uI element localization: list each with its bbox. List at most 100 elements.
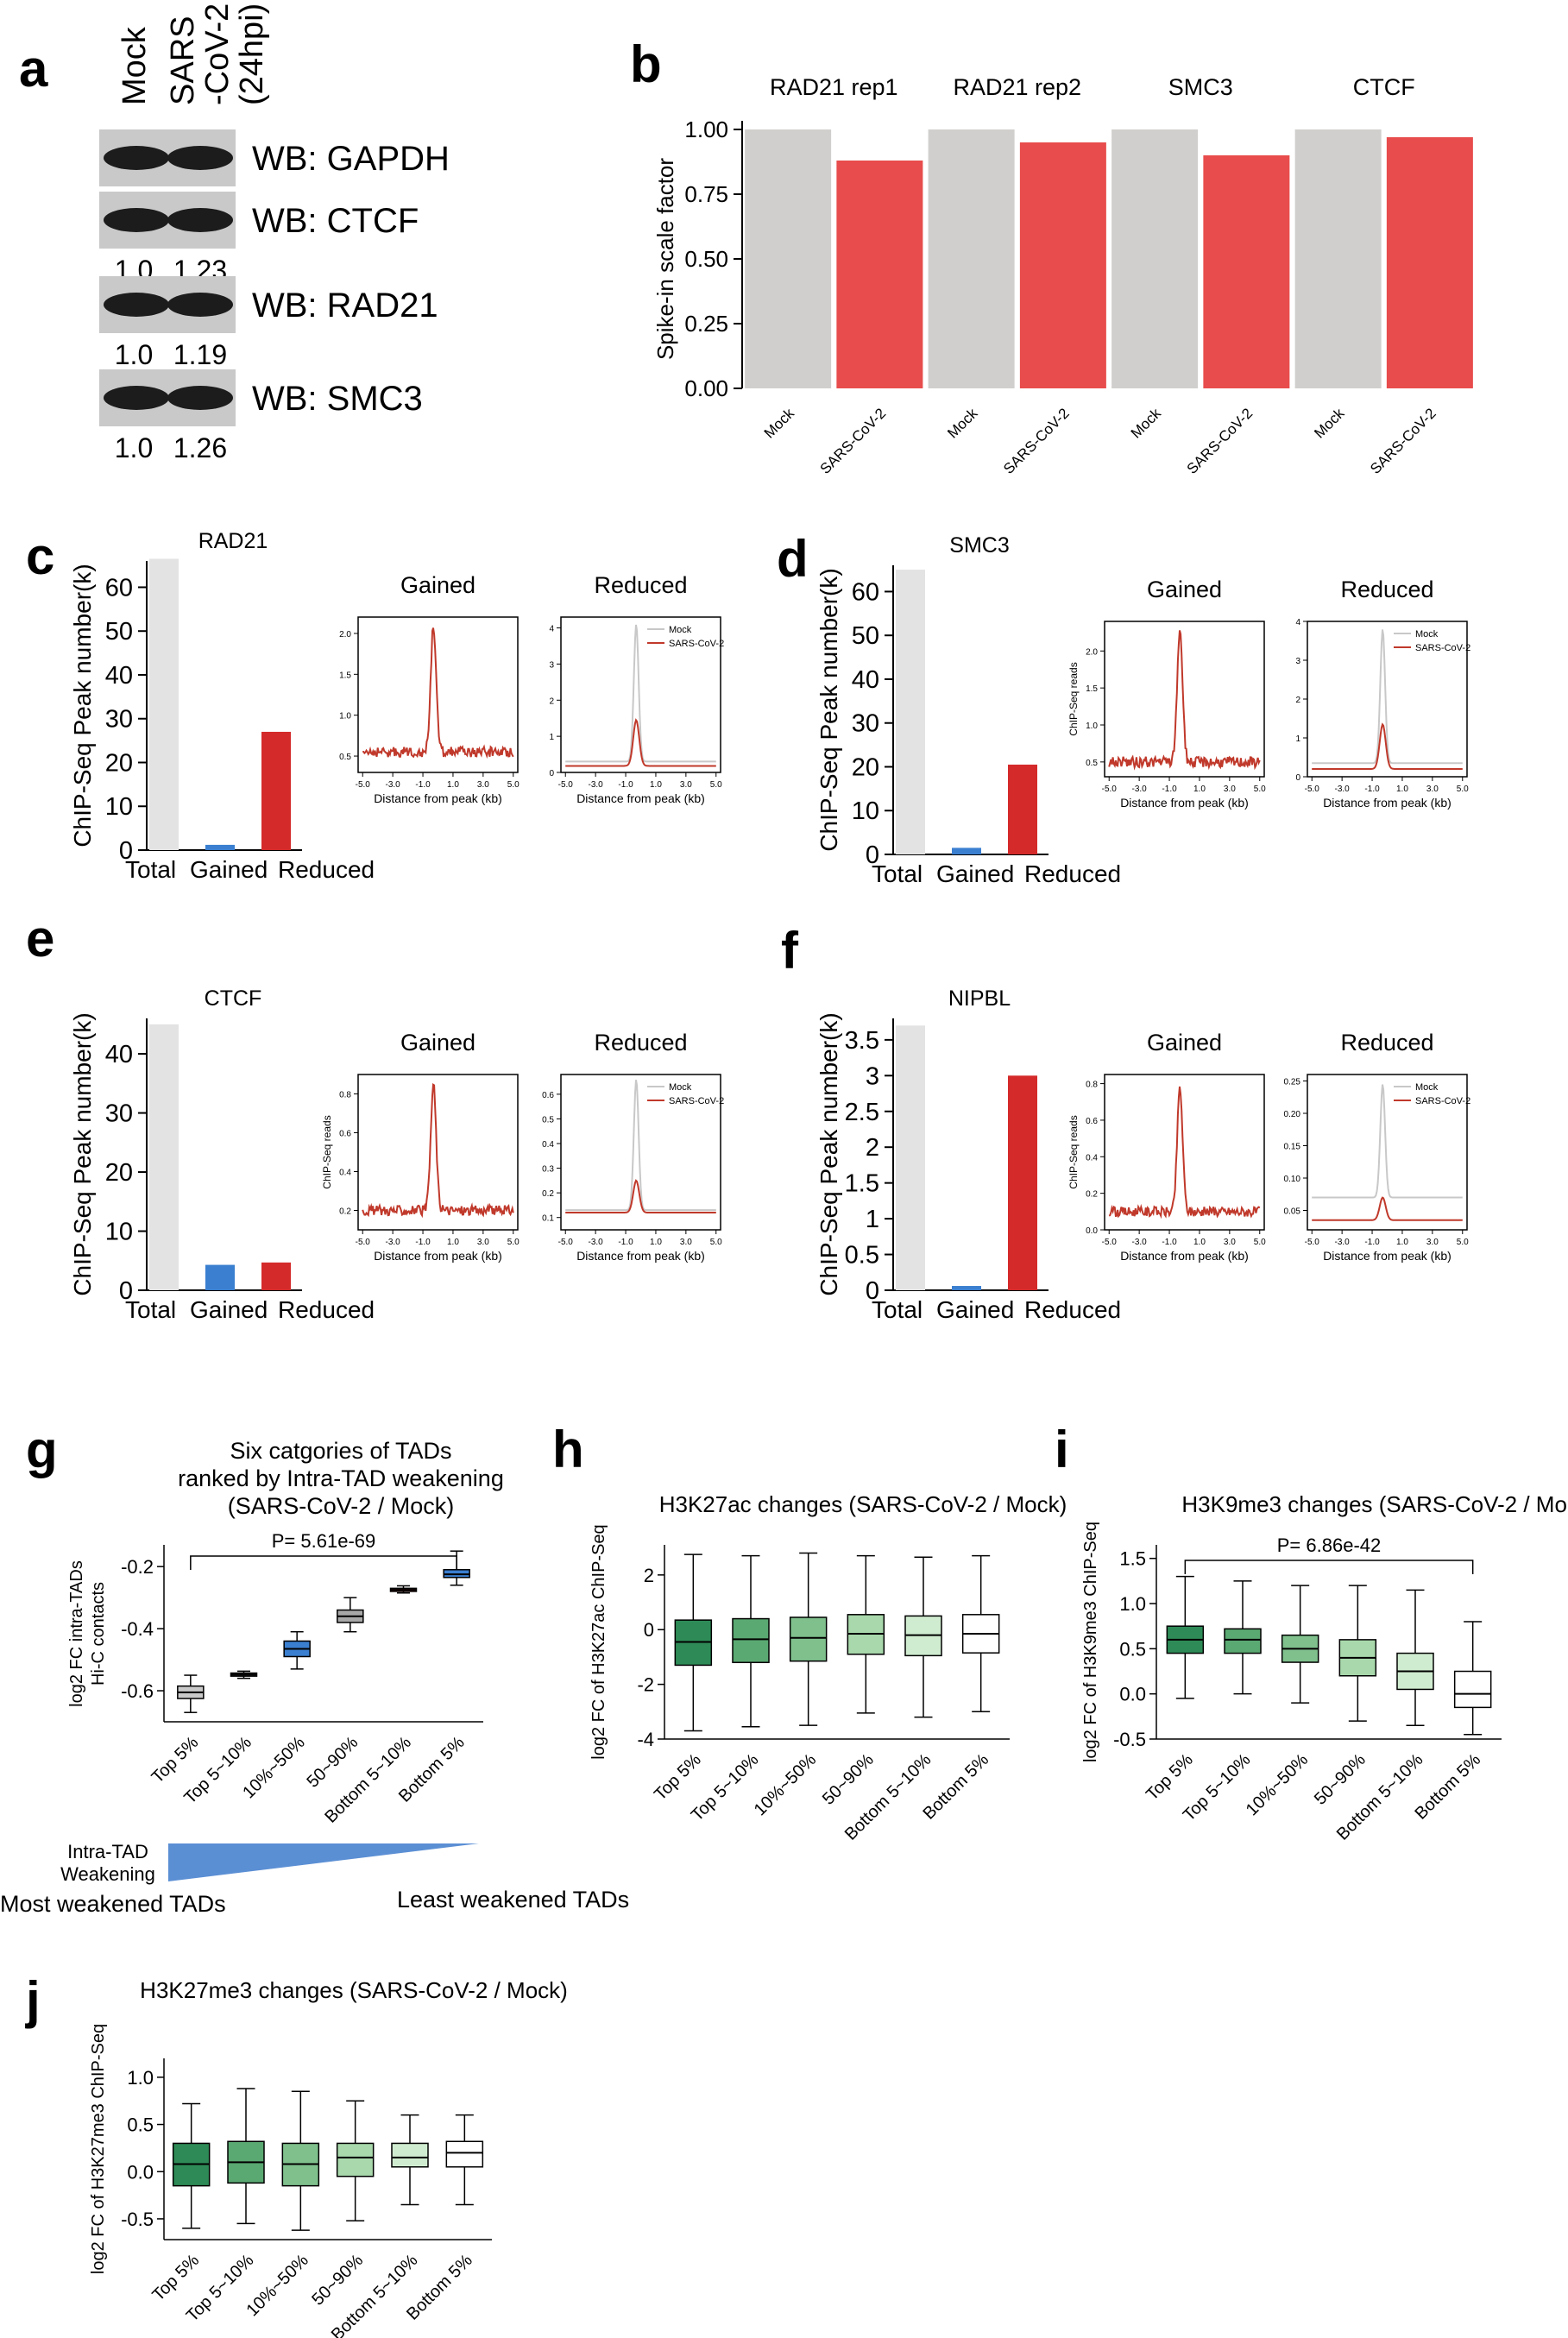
bar <box>261 731 291 850</box>
x-tick-label: 5.0 <box>1254 785 1266 794</box>
bar <box>1386 137 1473 388</box>
p-value: P= 5.61e-69 <box>272 1530 375 1552</box>
panel-e-ctcf: CTCF 0 10 20 30 40 ChIP-Seq Peak number(k) Tota… <box>69 986 724 1323</box>
x-tick-label: 3.0 <box>1224 785 1236 794</box>
y-tick-label: 0.6 <box>339 1130 351 1139</box>
y-axis-label-line: log2 FC intra-TADs <box>67 1560 86 1707</box>
column-label-line: (24hpi) <box>234 3 270 105</box>
blot-name: WB: SMC3 <box>252 380 423 418</box>
y-tick-label: 10 <box>852 797 879 825</box>
x-tick-label: 1.0 <box>1193 1238 1206 1247</box>
x-tick-label: Top 5% <box>148 2251 203 2305</box>
x-tick-label: -3.0 <box>1335 1238 1351 1247</box>
y-tick-label: 1.0 <box>1086 722 1098 731</box>
y-tick-label: 1.5 <box>1119 1548 1146 1570</box>
x-tick-label: -5.0 <box>558 1238 574 1247</box>
y-tick-label: 0.10 <box>1284 1175 1301 1184</box>
y-axis-label: ChIP-Seq Peak number(k) <box>69 1012 96 1295</box>
group-label: SMC3 <box>1168 74 1233 100</box>
panel-a-western-blots: Mock SARS -CoV-2 (24hpi) WB: GAPDH WB: CT… <box>99 3 450 463</box>
bar <box>205 844 235 850</box>
significance-bracket <box>190 1555 457 1570</box>
plot-title: H3K27me3 changes (SARS-CoV-2 / Mock) <box>140 1977 568 2003</box>
x-tick-label: 1.0 <box>1396 785 1408 794</box>
bar <box>1019 142 1106 388</box>
title-line: Six catgories of TADs <box>230 1438 451 1464</box>
y-tick-label: 0.15 <box>1284 1143 1301 1152</box>
y-tick-label: 60 <box>852 578 879 606</box>
y-tick-label: 1.5 <box>845 1170 879 1198</box>
y-tick-label: -0.5 <box>1113 1729 1146 1750</box>
y-tick-label: 0 <box>866 1277 879 1305</box>
column-label-line: SARS <box>165 16 201 105</box>
x-tick-label: 5.0 <box>507 1238 520 1247</box>
blot-band-mock <box>104 386 169 410</box>
y-tick-label: 40 <box>105 1041 133 1068</box>
blot-quant-sars: 1.19 <box>173 339 227 370</box>
profile-line-sars <box>362 627 514 759</box>
y-axis-label: ChIP-Seq reads <box>1067 662 1080 735</box>
y-tick-label: 1.0 <box>1119 1593 1146 1615</box>
y-tick-label: 0.25 <box>1284 1078 1301 1087</box>
y-axis-label-line: Hi-C contacts <box>89 1582 108 1686</box>
x-tick-label: 3.0 <box>1426 785 1439 794</box>
x-tick-label: 10%~50% <box>751 1750 821 1820</box>
y-tick-label: 0 <box>119 837 133 865</box>
x-tick-label: -3.0 <box>1132 785 1148 794</box>
x-tick-label: -1.0 <box>1162 785 1177 794</box>
y-tick-label: 3 <box>866 1062 879 1090</box>
profile-title: Reduced <box>1340 577 1433 602</box>
box <box>445 2140 484 2168</box>
y-tick-label: 20 <box>852 753 879 781</box>
x-tick-label: 5.0 <box>507 780 520 790</box>
y-tick-label: 0.5 <box>339 753 351 762</box>
y-tick-label: 3.5 <box>845 1027 879 1055</box>
x-tick-label: -5.0 <box>1102 785 1118 794</box>
y-tick-label: -0.5 <box>121 2209 154 2230</box>
x-tick-label: Top 5% <box>1143 1750 1197 1805</box>
profile-line-sars <box>565 1179 716 1213</box>
y-tick-label: 0.0 <box>1119 1684 1146 1705</box>
y-axis-label: log2 FC of H3K27ac ChIP-Seq <box>589 1524 608 1759</box>
group-label: CTCF <box>1353 74 1415 100</box>
x-tick-label: -3.0 <box>386 1238 401 1247</box>
x-axis-label: Distance from peak (kb) <box>1120 1249 1249 1263</box>
x-tick-label: 3.0 <box>477 780 489 790</box>
x-tick-label: Gained <box>190 1296 268 1323</box>
x-tick-label: 1.0 <box>1193 785 1206 794</box>
panel-letter-f: f <box>781 922 799 980</box>
y-tick-label: 30 <box>105 706 133 734</box>
y-tick-label: 0 <box>644 1619 654 1641</box>
panel-letter-c: c <box>26 527 54 585</box>
y-tick-label: 0 <box>866 841 879 869</box>
x-tick-label: 1.0 <box>447 780 459 790</box>
y-tick-label: 10 <box>105 793 133 821</box>
legend-label-sars: SARS-CoV-2 <box>1415 1096 1470 1106</box>
y-tick-label: 0.00 <box>684 375 728 401</box>
profile-frame <box>1307 1074 1468 1231</box>
x-tick-label: Mock <box>1311 405 1348 442</box>
panel-letter-j: j <box>25 1971 41 2029</box>
box <box>336 2142 375 2177</box>
blot-band-sars <box>167 386 233 410</box>
bar <box>896 1025 925 1290</box>
x-tick-label: Mock <box>761 405 798 442</box>
x-tick-label: Mock <box>1128 405 1165 442</box>
y-tick-label: 0.05 <box>1284 1207 1301 1217</box>
panel-letter-b: b <box>630 35 662 93</box>
x-tick-label: -3.0 <box>589 780 604 790</box>
y-tick-label: 1 <box>549 733 554 742</box>
x-tick-label: 1.0 <box>447 1238 459 1247</box>
y-tick-label: 50 <box>852 622 879 650</box>
plot-title: H3K9me3 changes (SARS-CoV-2 / Mock) <box>1181 1491 1568 1517</box>
x-tick-label: -1.0 <box>415 780 431 790</box>
x-axis-label: Distance from peak (kb) <box>374 791 502 805</box>
x-tick-label: -5.0 <box>356 780 371 790</box>
x-axis-label: Distance from peak (kb) <box>374 1249 502 1263</box>
x-tick-label: 5.0 <box>710 1238 722 1247</box>
profile-line-mock <box>565 624 716 763</box>
